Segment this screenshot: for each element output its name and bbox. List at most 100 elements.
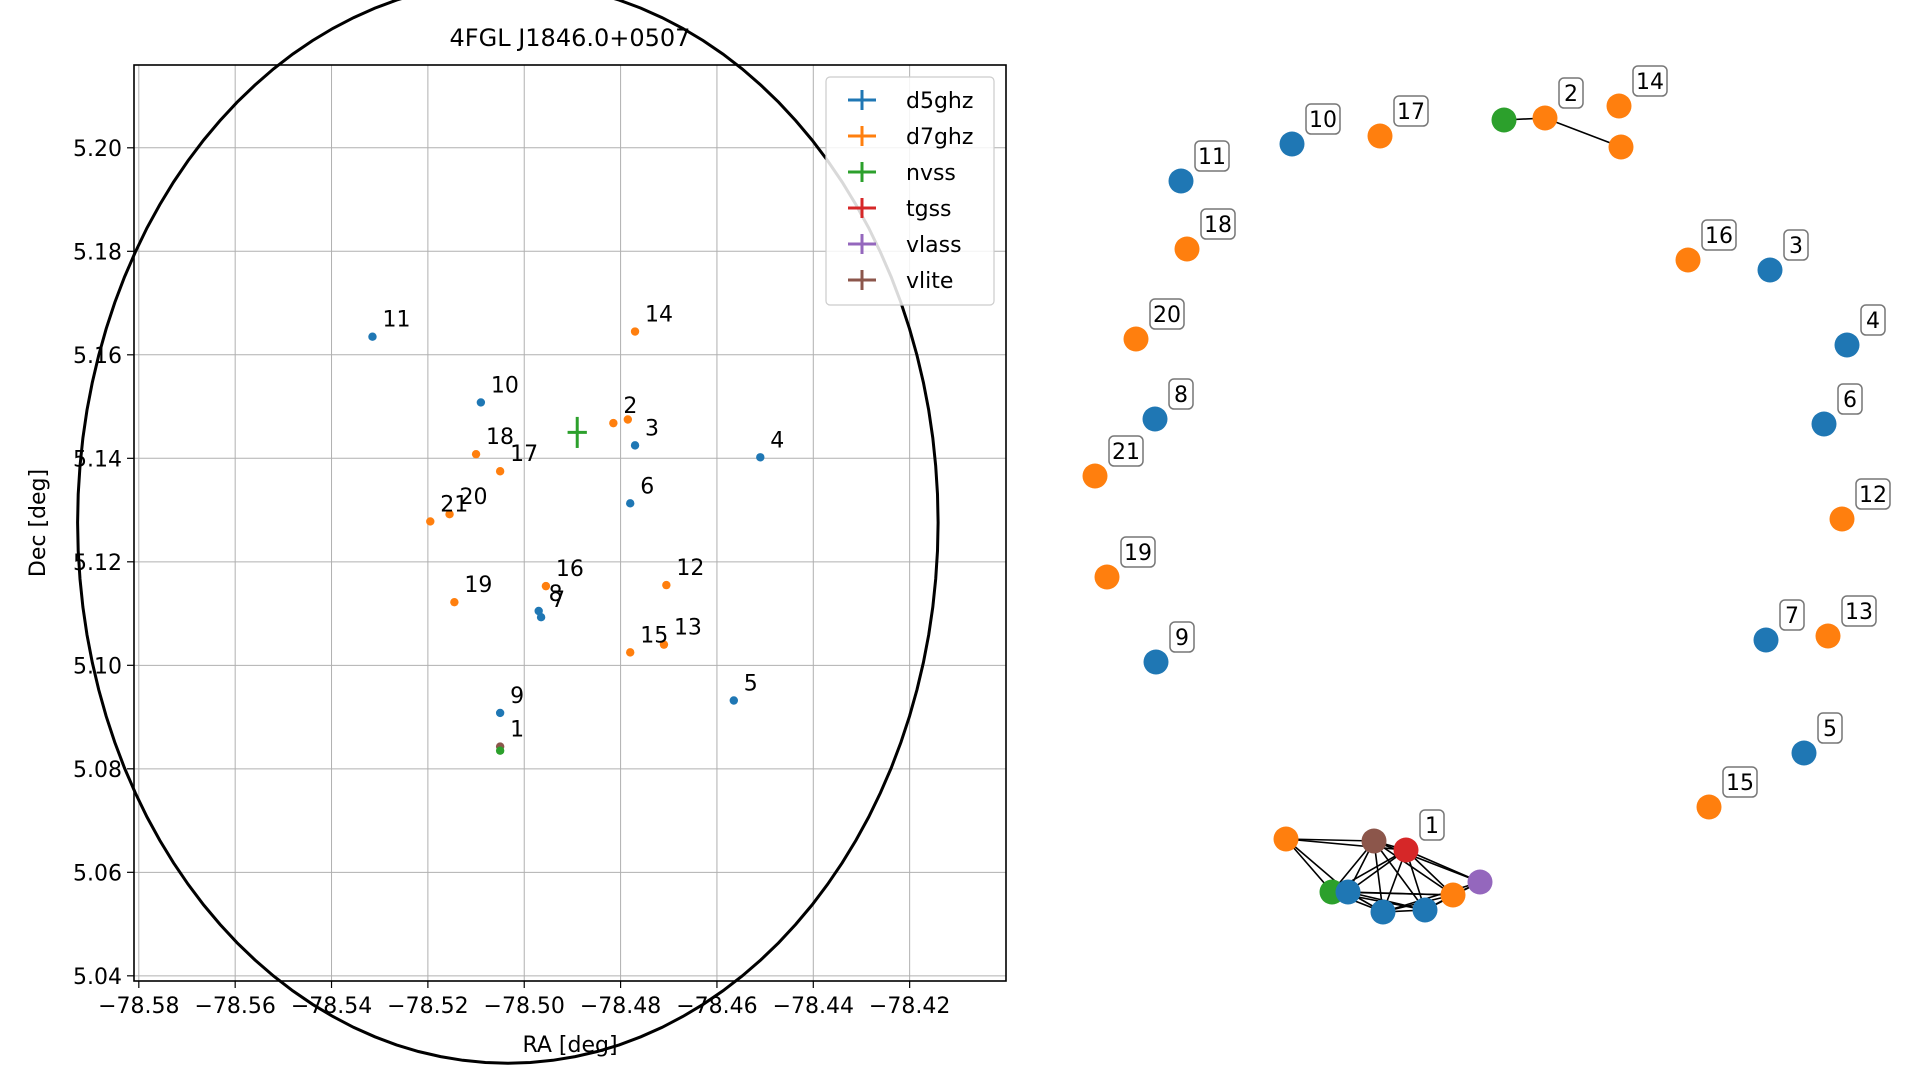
y-axis-label: Dec [deg] <box>26 469 51 577</box>
point-label: 12 <box>676 556 704 581</box>
nvss-errorbar <box>567 416 587 448</box>
node-label-box <box>1194 140 1230 172</box>
node-label-box <box>1632 65 1668 97</box>
node-label-box <box>1200 208 1236 240</box>
x-tick-label: −78.56 <box>194 994 275 1019</box>
point-d7ghz <box>659 640 669 649</box>
node-label-box <box>1169 621 1195 653</box>
node-label-box <box>1149 298 1185 330</box>
legend-label-d5ghz: d5ghz <box>906 89 973 114</box>
data-points <box>368 327 765 755</box>
network-node-nvss <box>1491 107 1517 133</box>
network-node-d7ghz <box>1829 506 1855 532</box>
point-label: 1 <box>510 718 524 743</box>
node-label-box <box>1108 435 1144 467</box>
node-label-box <box>1779 599 1805 631</box>
ellipse-outline <box>76 0 940 1065</box>
network-node-d7ghz <box>1675 247 1701 273</box>
node-label: 17 <box>1397 100 1425 125</box>
legend-label-tgss: tgss <box>906 197 952 222</box>
chart-title: 4FGL J1846.0+0507 <box>450 24 691 52</box>
y-tick-label: 5.14 <box>73 447 122 472</box>
network-edge <box>1405 849 1481 883</box>
point-d7ghz <box>609 418 618 428</box>
point-d7ghz <box>471 449 481 459</box>
network-node-d7ghz <box>1367 123 1393 149</box>
legend-frame <box>825 76 995 306</box>
point-d7ghz <box>445 510 454 519</box>
point-label: 4 <box>770 428 784 453</box>
legend-label-d7ghz: d7ghz <box>906 125 973 150</box>
point-label: 7 <box>551 588 565 613</box>
point-d5ghz <box>368 332 377 341</box>
node-label: 1 <box>1425 814 1439 839</box>
network-edge <box>1285 838 1375 842</box>
network-node-d5ghz <box>1370 899 1396 925</box>
network-edge <box>1285 838 1407 851</box>
x-tick-label: −78.52 <box>387 994 468 1019</box>
node-label-box <box>1305 103 1341 135</box>
point-label: 8 <box>549 582 563 607</box>
point-d7ghz <box>426 517 435 526</box>
node-label-box <box>1841 595 1877 627</box>
node-label-box <box>1701 219 1737 251</box>
network-edge <box>1347 891 1454 896</box>
y-tick-label: 5.10 <box>73 654 122 679</box>
plot-frame <box>133 64 1007 982</box>
network-node-d7ghz <box>1082 463 1108 489</box>
network-node-d5ghz <box>1811 411 1837 437</box>
node-label-box <box>1855 478 1891 510</box>
network-node-d7ghz <box>1606 93 1632 119</box>
legend-label-vlite: vlite <box>906 269 953 294</box>
node-label: 14 <box>1636 70 1664 95</box>
point-d5ghz <box>630 441 640 450</box>
point-label: 2 <box>623 394 637 419</box>
x-tick-label: −78.42 <box>869 994 950 1019</box>
point-label: 6 <box>640 474 654 499</box>
network-node-d5ghz <box>1142 406 1168 432</box>
point-d5ghz <box>756 453 765 462</box>
network-node-d7ghz <box>1608 134 1634 160</box>
point-label: 3 <box>645 416 659 441</box>
node-label: 8 <box>1174 383 1188 408</box>
y-tick-label: 5.06 <box>73 861 122 886</box>
network-node-d5ghz <box>1335 879 1361 905</box>
point-label: 18 <box>486 425 514 450</box>
point-label: 21 <box>440 492 468 517</box>
point-d7ghz <box>630 327 640 336</box>
point-d7ghz <box>662 580 671 590</box>
network-node-d5ghz <box>1412 897 1438 923</box>
x-tick-label: −78.44 <box>773 994 854 1019</box>
network-node-vlass <box>1467 869 1493 895</box>
node-label: 19 <box>1124 541 1152 566</box>
network-edge <box>1382 881 1481 913</box>
node-label-box <box>1722 766 1758 798</box>
x-tick-label: −78.48 <box>580 994 661 1019</box>
x-tick-label: −78.58 <box>98 994 179 1019</box>
legend: d5ghz d7ghz nvss tgss vlass vlite <box>825 76 995 306</box>
network-node-d7ghz <box>1815 623 1841 649</box>
node-label: 21 <box>1112 440 1140 465</box>
x-tick-label: −78.46 <box>676 994 757 1019</box>
point-label: 17 <box>510 442 538 467</box>
point-label: 15 <box>640 623 668 648</box>
point-d7ghz <box>495 467 505 476</box>
node-label-box <box>1783 229 1809 261</box>
point-label: 19 <box>464 573 492 598</box>
network-edge <box>1373 840 1454 896</box>
point-d5ghz <box>729 696 739 705</box>
node-label: 20 <box>1153 303 1181 328</box>
network-edge <box>1373 840 1426 911</box>
point-label: 9 <box>510 684 524 709</box>
node-label: 4 <box>1866 309 1880 334</box>
network-node-d7ghz <box>1273 826 1299 852</box>
network-node-d5ghz <box>1757 257 1783 283</box>
network-edge <box>1544 117 1622 148</box>
network-node-d7ghz <box>1123 326 1149 352</box>
point-d7ghz <box>626 648 635 657</box>
node-label: 2 <box>1564 82 1578 107</box>
node-label: 7 <box>1785 604 1799 629</box>
network-panel: 2 3 4 5 6 7 8 9 10 11 12 13 14 15 16 17 18 19 20 21 1 <box>1082 65 1891 925</box>
x-axis-label: RA [deg] <box>522 1033 617 1058</box>
network-node-tgss <box>1393 837 1419 863</box>
